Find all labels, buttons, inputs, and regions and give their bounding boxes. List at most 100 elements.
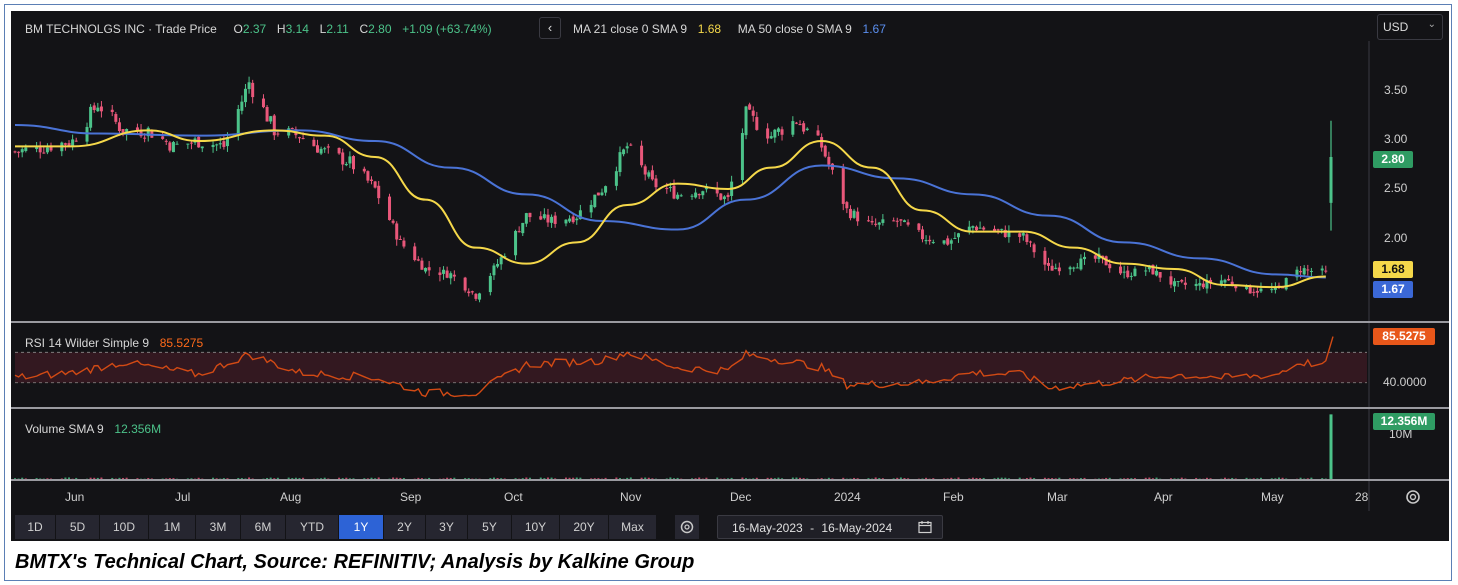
timeframe-5d-button[interactable]: 5D: [56, 515, 100, 539]
volume-bar: [1007, 478, 1010, 479]
volume-bar: [669, 477, 672, 479]
timeframe-10d-button[interactable]: 10D: [100, 515, 149, 539]
volume-bar: [118, 477, 121, 479]
candle-body: [816, 130, 820, 136]
rsi-band: [15, 352, 1367, 383]
candle-body: [924, 240, 928, 242]
candle-body: [694, 192, 698, 198]
candle-body: [1029, 241, 1033, 243]
ma50-label: MA 50 close 0 SMA 9: [737, 22, 852, 36]
timeframe-5y-button[interactable]: 5Y: [468, 515, 512, 539]
timeframe-settings-button[interactable]: [675, 515, 699, 539]
timeframe-1d-button[interactable]: 1D: [15, 515, 56, 539]
candle-body: [24, 147, 28, 151]
date-range-picker[interactable]: 16-May-2023 - 16-May-2024: [717, 515, 943, 539]
volume-bar: [377, 477, 380, 479]
timeframe-3y-button[interactable]: 3Y: [426, 515, 468, 539]
candle-body: [852, 210, 856, 218]
volume-bar: [1281, 477, 1284, 479]
time-axis-label: Mar: [1047, 490, 1068, 504]
candle-body: [564, 219, 568, 224]
candle-body: [971, 226, 975, 228]
volume-bar: [496, 477, 499, 479]
candle-body: [315, 145, 319, 153]
time-axis-label: Feb: [943, 490, 964, 504]
time-axis-label: May: [1261, 490, 1284, 504]
volume-bar: [971, 477, 974, 479]
candle-body: [164, 140, 168, 142]
candle-body: [1122, 271, 1126, 273]
volume-bar: [1148, 477, 1151, 479]
timeframe-3m-button[interactable]: 3M: [196, 515, 241, 539]
timeframe-6m-button[interactable]: 6M: [241, 515, 286, 539]
volume-bar: [752, 478, 755, 479]
candle-body: [200, 146, 204, 149]
volume-bar: [248, 477, 251, 479]
candle-body: [366, 171, 370, 181]
candle-body: [755, 117, 759, 130]
candle-body: [243, 88, 247, 103]
low-value: 2.11: [326, 22, 349, 36]
volume-bar: [186, 478, 189, 479]
volume-bar: [93, 477, 96, 479]
volume-bar: [673, 478, 675, 479]
candle-body: [841, 167, 845, 204]
volume-bar: [698, 477, 701, 479]
time-axis-label: 28: [1355, 490, 1369, 504]
volume-tick: 10M: [1389, 427, 1413, 441]
volume-bar: [237, 477, 240, 479]
volume-bar: [500, 478, 503, 479]
currency-value: USD: [1383, 20, 1409, 34]
close-label: C: [359, 22, 369, 36]
timeframe-ytd-button[interactable]: YTD: [286, 515, 339, 539]
candle-body: [967, 226, 971, 233]
candle-body: [478, 293, 482, 300]
candle-body: [269, 116, 273, 122]
candle-body: [877, 222, 881, 225]
candle-body: [139, 129, 143, 137]
volume-bar: [1277, 477, 1280, 479]
collapse-legend-button[interactable]: ‹: [539, 17, 561, 39]
candle-body: [650, 170, 654, 180]
candle-body: [1299, 271, 1303, 273]
volume-bar: [212, 477, 215, 479]
volume-bar: [226, 478, 229, 479]
volume-bar: [190, 478, 193, 479]
candle-body: [1079, 258, 1083, 270]
volume-bar: [1043, 477, 1046, 479]
volume-bar: [676, 477, 679, 479]
candle-body: [413, 246, 417, 261]
candle-body: [1223, 279, 1227, 283]
volume-bar: [694, 478, 697, 479]
timeframe-1m-button[interactable]: 1M: [149, 515, 196, 539]
currency-select[interactable]: USD ⌄: [1377, 14, 1443, 40]
candle-body: [820, 137, 824, 148]
ma-legend: MA 21 close 0 SMA 9 1.68 MA 50 close 0 S…: [573, 22, 886, 36]
volume-bar: [1306, 478, 1309, 479]
volume-bar: [399, 477, 402, 479]
volume-bar: [579, 477, 582, 479]
candle-body: [798, 123, 802, 126]
volume-bar: [799, 477, 802, 479]
candle-body: [931, 242, 935, 244]
volume-bar: [820, 478, 823, 479]
volume-bar: [770, 477, 773, 479]
candle-body: [301, 138, 305, 140]
timeframe-10y-button[interactable]: 10Y: [512, 515, 560, 539]
timeframe-1y-button[interactable]: 1Y: [339, 515, 384, 539]
candle-body: [323, 148, 327, 150]
volume-bar: [420, 478, 423, 479]
timeframe-max-button[interactable]: Max: [609, 515, 657, 539]
candle-body: [297, 137, 301, 139]
candle-body: [402, 240, 406, 247]
volume-bar: [298, 478, 301, 479]
volume-bar: [1231, 477, 1234, 479]
timeframe-20y-button[interactable]: 20Y: [560, 515, 609, 539]
candle-body: [622, 149, 626, 155]
candle-body: [974, 226, 978, 231]
ma21-price-tag: 1.68: [1373, 261, 1413, 278]
volume-bar: [993, 478, 996, 479]
timeframe-2y-button[interactable]: 2Y: [384, 515, 426, 539]
candle-body: [236, 109, 240, 136]
axis-settings-button[interactable]: [1403, 487, 1423, 507]
